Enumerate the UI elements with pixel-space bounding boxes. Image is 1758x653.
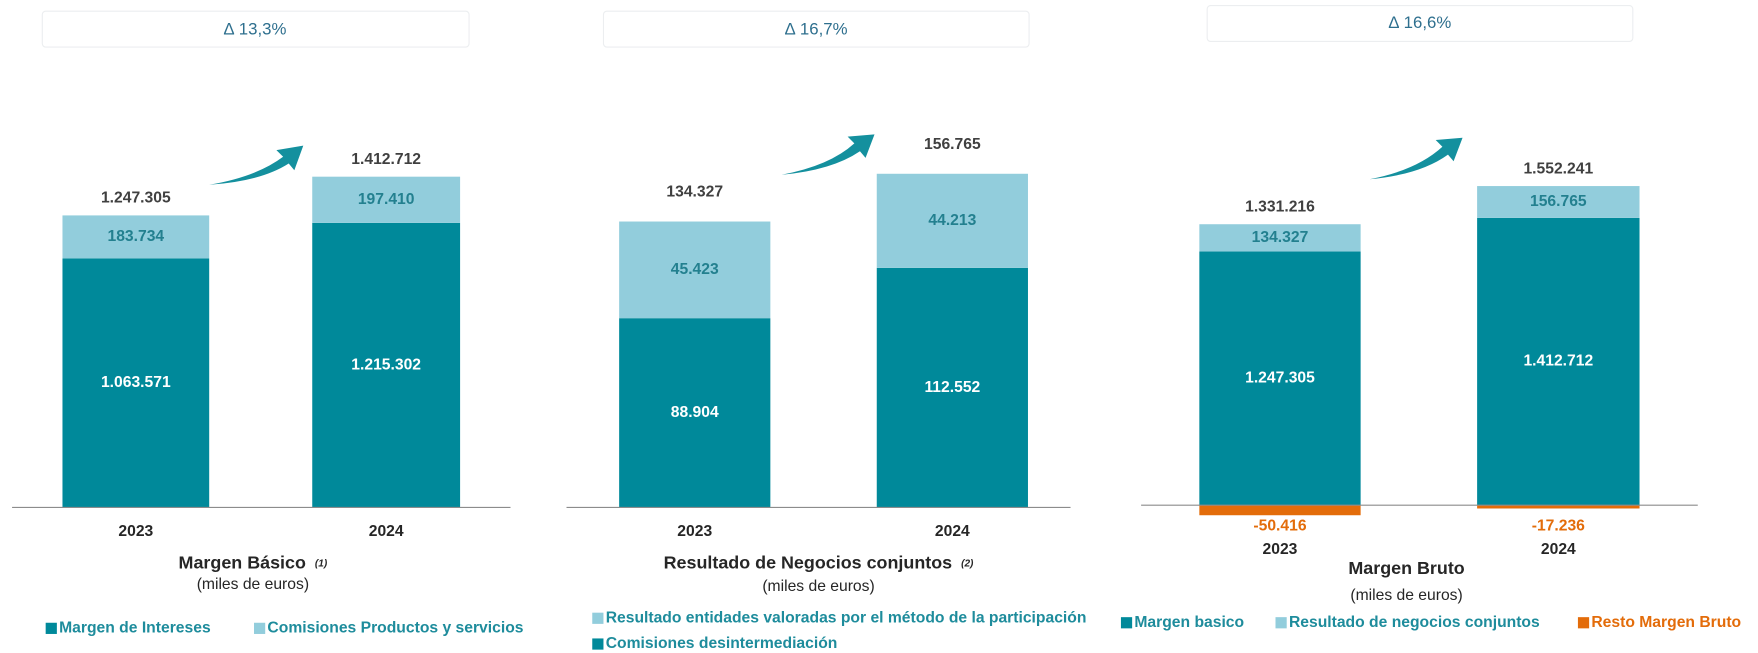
bar-segment (619, 318, 771, 508)
legend-label: Margen basico (1134, 614, 1244, 631)
x-tick-label: 2023 (1263, 541, 1298, 558)
x-tick-label: 2024 (1541, 541, 1576, 558)
legend-swatch (45, 622, 57, 634)
bar-segment (619, 221, 771, 319)
bar-segment (1477, 217, 1640, 505)
total-label: 1.552.241 (1523, 160, 1593, 177)
x-tick-label: 2023 (118, 523, 153, 540)
chart-subtitle: (miles de euros) (1350, 587, 1462, 604)
value-label: 44.213 (928, 212, 976, 229)
value-label: 183.734 (108, 228, 165, 245)
bar-segment (876, 173, 1028, 268)
bar-segment (1199, 504, 1361, 516)
delta-box (602, 10, 1030, 48)
value-label: 45.423 (671, 261, 719, 278)
total-label: 1.331.216 (1245, 199, 1315, 216)
value-label: 1.412.712 (1523, 353, 1593, 370)
chart-title: Resultado de Negocios conjuntos (2) (664, 552, 974, 572)
legend-swatch (592, 638, 604, 650)
footnote: (1) (315, 558, 328, 569)
bar-segment (312, 222, 461, 508)
x-tick-label: 2023 (677, 523, 712, 540)
chart-subtitle: (miles de euros) (762, 578, 874, 595)
chart-title: Margen Básico (1) (179, 552, 328, 572)
bar-segment (1199, 251, 1361, 505)
legend-label: Margen de Intereses (59, 619, 211, 636)
value-label: 197.410 (358, 191, 415, 208)
legend-label: Comisiones Productos y servicios (267, 619, 523, 636)
value-label: -17.236 (1532, 518, 1585, 535)
value-label: 134.327 (1252, 229, 1309, 246)
delta-annotation: ∆ 16,7% (785, 20, 848, 39)
total-label: 156.765 (924, 136, 981, 153)
bar-segment (1477, 504, 1640, 509)
value-label: 156.765 (1530, 193, 1587, 210)
chart-title: Margen Bruto (1348, 558, 1464, 578)
footnote: (2) (961, 558, 974, 569)
delta-annotation: ∆ 13,3% (224, 20, 287, 39)
legend-label: Resto Margen Bruto (1591, 614, 1741, 631)
legend-swatch (254, 622, 266, 634)
total-label: 1.412.712 (351, 151, 421, 168)
value-label: 1.215.302 (351, 356, 421, 373)
value-label: -50.416 (1253, 518, 1306, 535)
trend-arrow (781, 134, 875, 175)
x-tick-label: 2024 (369, 523, 404, 540)
trend-arrow (209, 145, 304, 185)
legend-swatch (1120, 617, 1133, 629)
value-label: 1.247.305 (1245, 369, 1315, 386)
x-tick-label: 2024 (935, 523, 970, 540)
bar-segment (1477, 186, 1640, 218)
bar-segment (62, 215, 210, 259)
legend-label: Comisiones desintermediación (606, 635, 838, 652)
legend-label: Resultado entidades valoradas por el mét… (606, 609, 1087, 626)
value-label: 112.552 (924, 379, 980, 396)
chart-subtitle: (miles de euros) (197, 576, 309, 593)
title-text: Margen Bruto (1348, 558, 1464, 578)
value-label: 1.063.571 (101, 374, 171, 391)
bar-segment (876, 267, 1028, 508)
legend-label: Resultado de negocios conjuntos (1289, 614, 1540, 631)
bar-segment (312, 176, 461, 223)
total-label: 1.247.305 (101, 190, 171, 207)
legend-swatch (1275, 617, 1287, 629)
trend-arrow (1369, 137, 1463, 180)
delta-box (41, 10, 470, 48)
legend-swatch (1577, 617, 1590, 629)
delta-annotation: ∆ 16,6% (1389, 13, 1452, 32)
title-text: Resultado de Negocios conjuntos (664, 552, 953, 572)
delta-box (1206, 5, 1634, 43)
bar-segment (62, 258, 210, 508)
legend-swatch (592, 612, 604, 624)
total-label: 134.327 (666, 184, 723, 201)
bar-segment (1199, 224, 1361, 252)
title-text: Margen Básico (179, 552, 306, 572)
value-label: 88.904 (671, 404, 719, 421)
